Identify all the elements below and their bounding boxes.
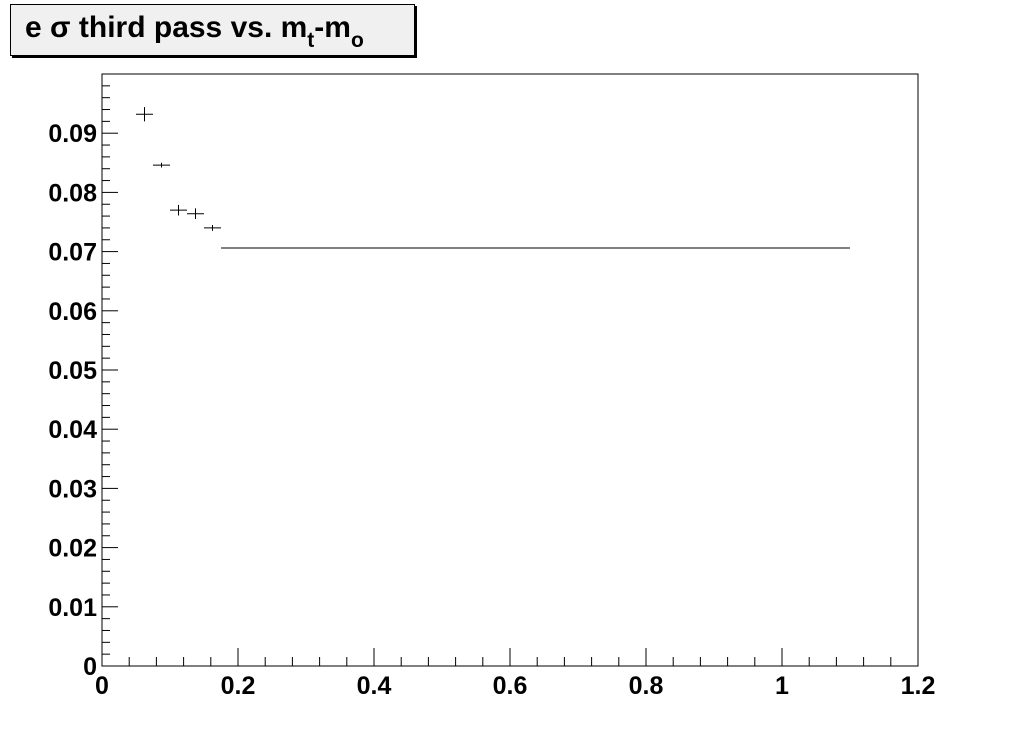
y-tick-label: 0.01 xyxy=(48,594,97,622)
y-tick-label: 0.09 xyxy=(48,120,97,148)
y-tick-label: 0.02 xyxy=(48,535,97,563)
data-point xyxy=(204,224,221,231)
title-main: e σ third pass vs. m xyxy=(25,11,308,44)
x-tick-label: 1 xyxy=(775,672,789,700)
x-tick-label: 1.2 xyxy=(901,672,936,700)
y-tick-label: 0.08 xyxy=(48,179,97,207)
plot-frame xyxy=(101,73,919,667)
x-tick-label: 0.8 xyxy=(629,672,664,700)
y-tick-label: 0.04 xyxy=(48,416,97,444)
data-point xyxy=(170,204,187,216)
title-subscript-o: o xyxy=(350,29,364,52)
title-mid: -m xyxy=(314,11,351,44)
y-tick-label: 0.07 xyxy=(48,239,97,267)
y-tick-label: 0.05 xyxy=(48,357,97,385)
data-point xyxy=(153,162,170,168)
y-tick-label: 0 xyxy=(83,653,97,681)
x-tick-label: 0.4 xyxy=(357,672,392,700)
x-tick-label: 0 xyxy=(95,672,109,700)
chart-title-box: e σ third pass vs. mt-mo xyxy=(10,4,415,56)
x-tick-label: 0.6 xyxy=(493,672,528,700)
title-subscript-t: t xyxy=(307,29,315,52)
x-tick-label: 0.2 xyxy=(221,672,256,700)
chart-title: e σ third pass vs. mt-mo xyxy=(25,11,364,52)
y-tick-label: 0.06 xyxy=(48,298,97,326)
data-point xyxy=(187,208,204,220)
y-tick-label: 0.03 xyxy=(48,475,97,503)
data-point xyxy=(136,107,153,122)
